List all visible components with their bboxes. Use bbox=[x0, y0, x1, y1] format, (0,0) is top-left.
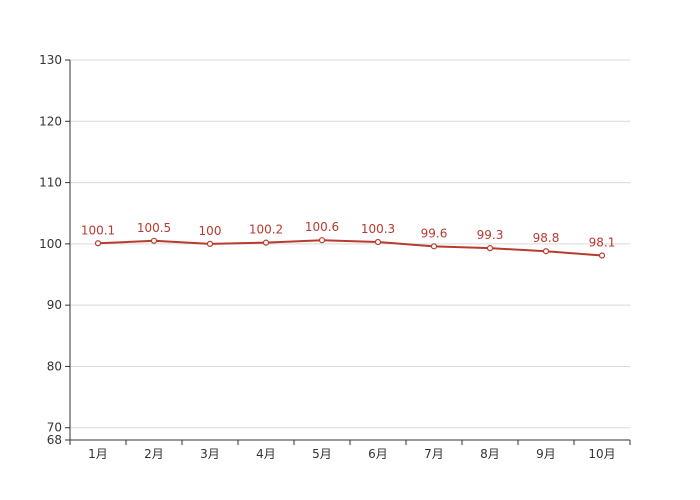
data-points bbox=[94, 237, 606, 259]
data-label: 99.3 bbox=[477, 228, 504, 242]
y-tick-label: 130 bbox=[39, 53, 62, 67]
data-labels: 100.1 100.5 100 100.2 100.6 100.3 99.6 99.3 98.8… bbox=[81, 220, 616, 249]
y-tick-label: 120 bbox=[39, 114, 62, 128]
data-point bbox=[374, 238, 382, 246]
data-label: 100.1 bbox=[81, 223, 115, 237]
data-point bbox=[94, 240, 102, 247]
x-axis-ticks: 1月 2月 3月 4月 5月 6月 7月 8月 9月 10月 bbox=[69, 440, 631, 461]
data-point bbox=[150, 237, 158, 244]
x-tick-label: 5月 bbox=[312, 447, 332, 461]
data-point bbox=[262, 239, 270, 246]
data-point bbox=[318, 237, 326, 244]
data-label: 99.6 bbox=[421, 226, 448, 240]
data-point bbox=[206, 240, 214, 247]
data-label: 98.8 bbox=[533, 231, 560, 245]
data-label: 98.1 bbox=[589, 236, 616, 250]
y-tick-label: 90 bbox=[47, 298, 62, 312]
data-label: 100.3 bbox=[361, 222, 395, 236]
data-point bbox=[598, 252, 606, 259]
grid-lines bbox=[70, 59, 630, 429]
data-point bbox=[542, 248, 550, 255]
x-tick-label: 3月 bbox=[200, 447, 220, 461]
x-tick-label: 7月 bbox=[424, 447, 444, 461]
data-label: 100.2 bbox=[249, 223, 283, 237]
x-tick-label: 4月 bbox=[256, 447, 276, 461]
series-line bbox=[97, 239, 603, 257]
x-tick-label: 2月 bbox=[144, 447, 164, 461]
x-tick-label: 6月 bbox=[368, 447, 388, 461]
x-tick-label: 8月 bbox=[480, 447, 500, 461]
x-tick-label: 10月 bbox=[588, 447, 615, 461]
y-tick-label: 100 bbox=[39, 237, 62, 251]
y-tick-label: 110 bbox=[39, 176, 62, 190]
data-point bbox=[486, 245, 494, 252]
series-line-path bbox=[97, 239, 603, 257]
x-tick-label: 1月 bbox=[88, 447, 108, 461]
y-tick-label: 70 bbox=[47, 421, 62, 435]
data-label: 100.6 bbox=[305, 220, 339, 234]
y-tick-label: 80 bbox=[47, 359, 62, 373]
x-tick-label: 9月 bbox=[536, 447, 556, 461]
y-tick-label: 68 bbox=[47, 433, 62, 447]
data-point bbox=[430, 243, 438, 250]
data-label: 100.5 bbox=[137, 221, 171, 235]
data-label: 100 bbox=[199, 224, 222, 238]
